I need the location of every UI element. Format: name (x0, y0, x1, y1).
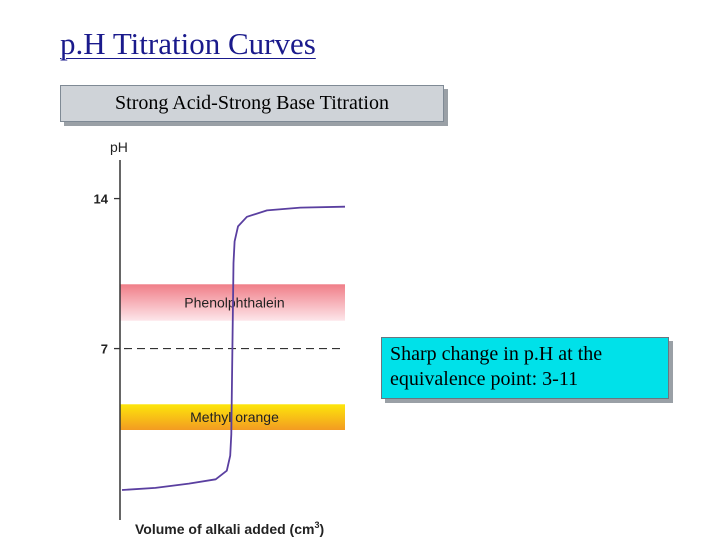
titration-curves (121, 205, 346, 491)
subtitle-box: Strong Acid-Strong Base Titration (60, 85, 444, 122)
indicator-band-label: Methyl orange (190, 409, 279, 425)
callout-box: Sharp change in p.H at the equivalence p… (381, 337, 669, 399)
indicator-band-label: Phenolphthalein (184, 295, 284, 311)
chart-labels: pH Volume of alkali added (cm3) (110, 139, 324, 537)
callout-line-1: Sharp change in p.H at the (390, 343, 603, 365)
chart-axes: 14 7 (94, 160, 345, 520)
y-tick-label: 14 (94, 192, 109, 207)
callout-line-2: equivalence point: 3-11 (390, 368, 579, 390)
titration-curve-0 (121, 205, 346, 491)
slide-title: p.H Titration Curves (60, 26, 316, 61)
x-axis-label-superscript: 3 (314, 520, 319, 530)
subtitle-text: Strong Acid-Strong Base Titration (115, 92, 389, 114)
x-axis-label: Volume of alkali added (cm3) (135, 520, 324, 537)
y-tick-label: 7 (101, 342, 108, 357)
x-axis-label-close: ) (319, 521, 324, 537)
y-axis-label: pH (110, 139, 128, 155)
